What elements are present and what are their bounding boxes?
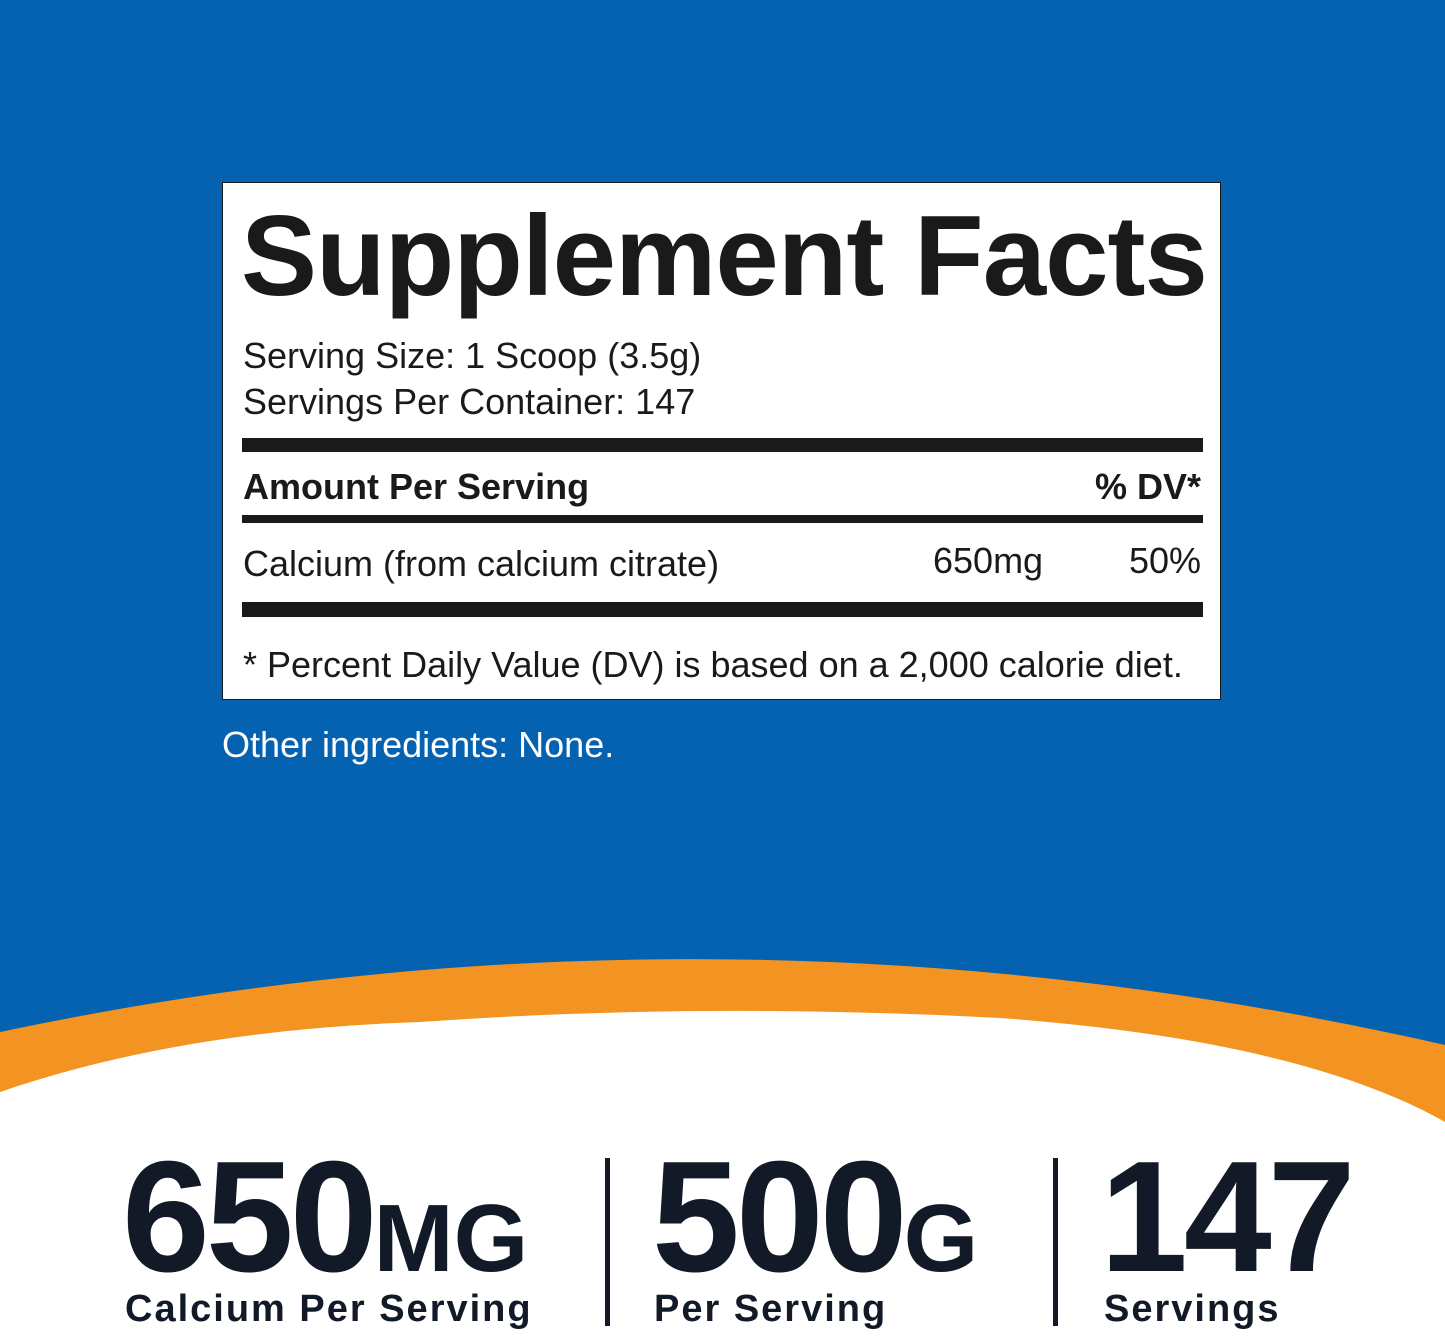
nutrient-dv: 50% (1128, 540, 1201, 581)
stat-unit: G (903, 1185, 979, 1292)
stat-calcium-caption: Calcium Per Serving (125, 1288, 533, 1330)
divider-thick (242, 438, 1203, 452)
stat-weight-value: 500G (652, 1138, 978, 1296)
stat-divider (605, 1158, 610, 1326)
header-dv: % DV* (1094, 466, 1201, 507)
divider-medium (242, 515, 1203, 523)
stat-number: 147 (1100, 1129, 1356, 1305)
stat-divider (1053, 1158, 1058, 1326)
servings-per-container: Servings Per Container: 147 (243, 381, 696, 422)
footnote: * Percent Daily Value (DV) is based on a… (243, 644, 1183, 685)
divider-thick-bottom (242, 602, 1203, 617)
other-ingredients: Other ingredients: None. (222, 724, 615, 765)
label-title: Supplement Facts (241, 193, 1208, 320)
stat-number: 500 (652, 1129, 908, 1305)
serving-size: Serving Size: 1 Scoop (3.5g) (243, 335, 702, 376)
white-area (0, 1010, 1445, 1343)
stat-weight-caption: Per Serving (654, 1288, 888, 1330)
stat-number: 650 (122, 1129, 378, 1305)
stat-calcium-value: 650MG (122, 1138, 528, 1296)
nutrient-amount: 650mg (933, 540, 1044, 581)
nutrient-name: Calcium (from calcium citrate) (243, 543, 720, 584)
stat-servings-caption: Servings (1104, 1288, 1281, 1330)
stat-unit: MG (373, 1185, 529, 1292)
stat-servings-value: 147 (1100, 1138, 1356, 1296)
header-amount: Amount Per Serving (243, 466, 590, 507)
supplement-facts-label: Supplement Facts Serving Size: 1 Scoop (… (222, 182, 1221, 700)
